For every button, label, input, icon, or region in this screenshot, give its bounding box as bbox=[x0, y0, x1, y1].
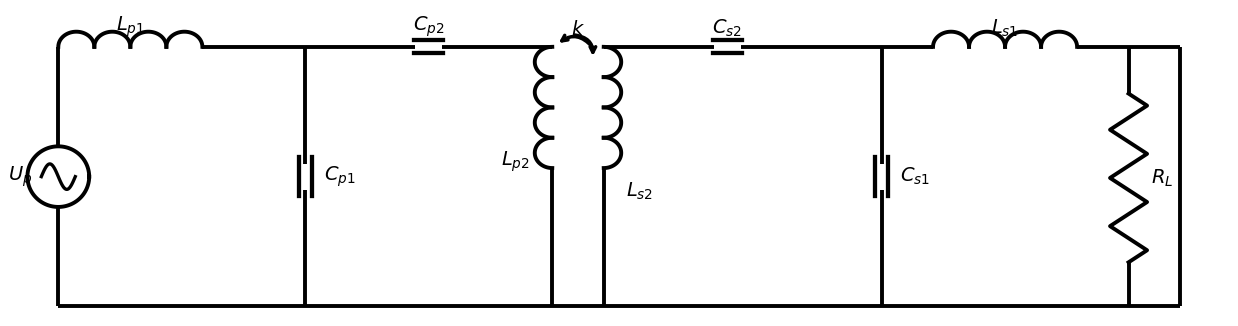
Text: $L_{p1}$: $L_{p1}$ bbox=[116, 14, 145, 39]
Text: $k$: $k$ bbox=[571, 20, 586, 39]
Text: $C_{s1}$: $C_{s1}$ bbox=[900, 166, 930, 187]
Text: $R_L$: $R_L$ bbox=[1151, 167, 1174, 188]
Text: $U_p$: $U_p$ bbox=[9, 164, 32, 189]
Text: $C_{p2}$: $C_{p2}$ bbox=[413, 14, 444, 39]
Text: $C_{s2}$: $C_{s2}$ bbox=[712, 18, 743, 39]
Text: $L_{s1}$: $L_{s1}$ bbox=[992, 18, 1019, 39]
Text: $L_{p2}$: $L_{p2}$ bbox=[501, 149, 530, 174]
Text: $C_{p1}$: $C_{p1}$ bbox=[324, 164, 355, 189]
Text: $L_{s2}$: $L_{s2}$ bbox=[626, 181, 654, 202]
